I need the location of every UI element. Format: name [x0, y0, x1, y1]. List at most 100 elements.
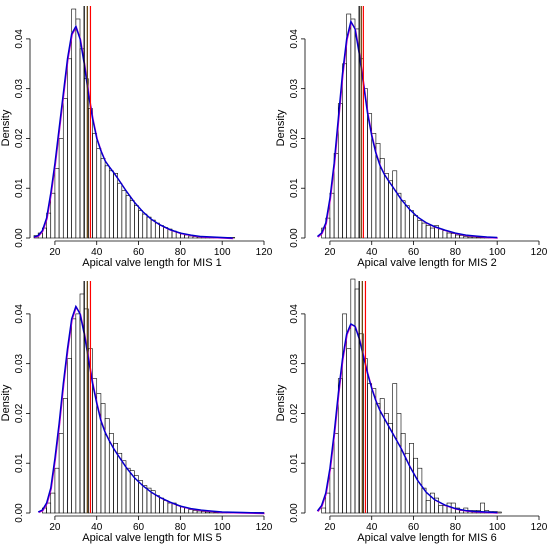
histogram-bar [138, 210, 144, 239]
histogram-bar [496, 511, 502, 514]
histogram-bar [404, 205, 410, 239]
histogram-bar [104, 165, 110, 239]
histogram-bar [429, 227, 435, 239]
histogram-bar [96, 148, 102, 239]
y-axis-title: Density [275, 109, 287, 146]
y-axis-title: Density [0, 384, 12, 421]
histogram-bar [159, 497, 164, 514]
y-tick-label: 0.01 [289, 453, 300, 473]
y-tick-label: 0.01 [289, 178, 300, 198]
histogram-bar [196, 510, 202, 514]
y-tick-label: 0.02 [289, 128, 300, 148]
y-axis: 0.00 0.01 0.02 0.03 0.04 [14, 29, 31, 248]
histogram-bar [75, 313, 81, 514]
histogram-bars [321, 278, 502, 514]
histogram-bar [167, 502, 173, 514]
y-tick-label: 0.04 [289, 304, 300, 324]
histogram-bar [354, 28, 360, 239]
density-curve [316, 19, 498, 239]
histogram-bar [354, 288, 360, 514]
histogram-bar [163, 500, 169, 514]
histogram-bar [425, 225, 431, 239]
y-tick-label: 0.00 [14, 228, 25, 248]
y-tick-label: 0.00 [289, 503, 300, 523]
y-axis-title: Density [275, 384, 287, 421]
x-axis-title: Apical valve length for MIS 1 [82, 257, 221, 269]
histogram-bar [79, 48, 85, 239]
histogram-bar [54, 168, 60, 239]
histogram-bar [459, 235, 465, 239]
y-axis: 0.00 0.01 0.02 0.03 0.04 [289, 29, 306, 248]
histogram-bar [342, 63, 347, 239]
histogram-bar [417, 220, 423, 239]
x-tick-label: 80 [450, 247, 462, 258]
histogram-bar [58, 138, 64, 239]
histogram-bar [438, 505, 444, 514]
y-tick-label: 0.02 [14, 403, 25, 423]
histogram-bar [154, 222, 160, 239]
histogram-bar [329, 467, 335, 514]
x-tick-label: 40 [91, 522, 103, 533]
histogram-bar [396, 413, 402, 514]
histogram-bar [75, 18, 81, 239]
y-tick-label: 0.01 [14, 178, 25, 198]
histogram-bar [188, 509, 194, 514]
histogram-bar [100, 158, 106, 239]
x-tick-label: 120 [531, 522, 548, 533]
y-axis: 0.00 0.01 0.02 0.03 0.04 [289, 304, 306, 523]
x-tick-label: 100 [214, 522, 231, 533]
histogram-bar [350, 278, 356, 514]
histogram-bar [455, 234, 460, 239]
histogram-bar [205, 511, 210, 514]
histogram-bar [463, 236, 469, 239]
histogram-bar [467, 236, 473, 239]
histogram-bar [409, 443, 414, 514]
density-curve-shadow [34, 25, 234, 240]
histogram-bar [446, 502, 452, 514]
histogram-bar [400, 200, 406, 239]
histogram-bar [62, 398, 68, 514]
histogram-bar [400, 433, 406, 514]
histogram-bar [142, 485, 148, 514]
histogram-bar [425, 500, 431, 514]
x-tick-label: 80 [450, 522, 462, 533]
panel-mis-1: Density Apical valve length for MIS 1 20… [0, 6, 273, 269]
y-tick-label: 0.03 [289, 78, 300, 98]
y-tick-label: 0.03 [14, 353, 25, 373]
histogram-bar [446, 232, 452, 239]
histogram-bar [396, 192, 402, 239]
x-tick-label: 20 [324, 247, 336, 258]
histogram-bar [113, 172, 118, 239]
histogram-bar [62, 98, 68, 239]
histogram-bar [159, 225, 164, 239]
histogram-bar [413, 457, 419, 514]
histogram-bar [117, 452, 123, 514]
histogram-bar [450, 233, 456, 239]
histogram-bar [409, 210, 414, 239]
histogram-bar [129, 200, 135, 239]
x-tick-label: 20 [324, 522, 336, 533]
histogram-bar [388, 180, 393, 239]
y-tick-label: 0.00 [14, 503, 25, 523]
y-tick-label: 0.02 [289, 403, 300, 423]
histogram-bar [367, 383, 373, 514]
histogram-bar [142, 213, 148, 239]
x-tick-label: 60 [408, 522, 420, 533]
density-curve-shadow [317, 323, 498, 514]
histogram-bar [413, 215, 419, 239]
x-tick-label: 120 [256, 522, 273, 533]
histogram-bar [121, 190, 127, 239]
histogram-bar [480, 502, 485, 514]
x-tick-label: 80 [175, 247, 187, 258]
x-tick-label: 20 [49, 522, 61, 533]
histogram-bars [321, 13, 498, 239]
x-axis: 20 40 60 80 100 120 [49, 240, 273, 258]
histogram-bar [346, 13, 352, 239]
histogram-bar [125, 195, 131, 239]
x-tick-label: 40 [91, 247, 103, 258]
histogram-bar [417, 467, 423, 514]
histogram-bar [146, 216, 152, 239]
histogram-bar [383, 172, 389, 239]
histogram-bar [154, 495, 160, 514]
